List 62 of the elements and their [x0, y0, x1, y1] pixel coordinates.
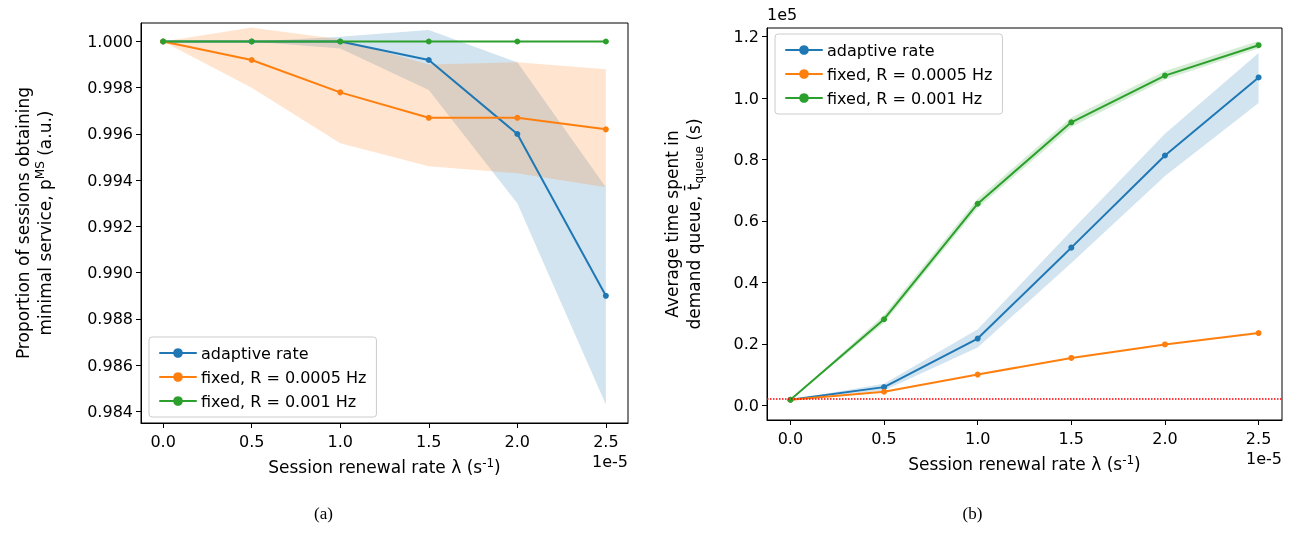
point	[425, 38, 432, 45]
point	[1255, 42, 1262, 49]
y-tick-label: 0.4	[733, 272, 759, 292]
x-tick-label: 1.0	[327, 431, 353, 451]
legend-label: fixed, R = 0.0005 Hz	[827, 64, 993, 84]
point	[602, 38, 609, 45]
y-tick-label: 0.8	[733, 149, 759, 169]
point	[1255, 330, 1262, 337]
x-tick-label: 0.5	[238, 431, 265, 451]
x-tick-label: 2.0	[504, 431, 531, 451]
text: (b)	[962, 504, 983, 523]
y-tick-label: 0.2	[733, 334, 759, 354]
point	[974, 335, 981, 342]
y-tick-label: 0.992	[87, 216, 133, 236]
x-tick-label: 2.5	[1245, 428, 1272, 448]
point	[974, 200, 981, 207]
legend-label: fixed, R = 0.001 Hz	[827, 88, 983, 108]
y-tick-label: 0.986	[87, 355, 133, 375]
text: 1e-5	[592, 451, 629, 471]
x-tick-label: 0.0	[150, 431, 176, 451]
x-tick-label: 1.5	[416, 431, 442, 451]
point	[425, 114, 432, 121]
x-tick-label: 0.0	[777, 428, 804, 448]
point	[881, 388, 888, 395]
y-tick-label: 1.0	[733, 88, 759, 108]
y-tick-label: 0.0	[733, 395, 759, 415]
y-tick-label: 0.990	[87, 263, 133, 283]
y-tick-label: 0.6	[733, 211, 759, 231]
y-tick-label: 0.998	[87, 78, 133, 98]
point	[1161, 152, 1168, 159]
text: (a)	[314, 504, 333, 523]
x-tick-label: 1.5	[1058, 428, 1085, 448]
y-tick-label: 0.996	[87, 124, 133, 144]
text: 1e-5	[1246, 448, 1283, 468]
x-tick-label: 2.5	[593, 431, 619, 451]
x-tick-label: 2.0	[1152, 428, 1178, 448]
y-tick-label: 0.994	[87, 170, 133, 190]
x-tick-label: 0.5	[871, 428, 897, 448]
point	[1068, 354, 1075, 361]
point	[1255, 74, 1262, 81]
point	[1161, 72, 1168, 79]
y-tick-label: 0.984	[87, 401, 133, 421]
point	[602, 292, 609, 299]
point	[1161, 341, 1168, 348]
text: 1e5	[767, 4, 798, 24]
point	[248, 57, 255, 63]
point	[514, 130, 521, 137]
legend-label: adaptive rate	[827, 40, 935, 60]
point	[514, 114, 521, 121]
legend-label: fixed, R = 0.0005 Hz	[201, 367, 367, 387]
x-tick-label: 1.0	[964, 428, 991, 448]
legend-label: adaptive rate	[201, 343, 309, 363]
y-tick-label: 1.000	[87, 32, 133, 51]
point	[1068, 244, 1075, 251]
point	[602, 126, 609, 133]
point	[881, 316, 888, 323]
y-tick-label: 1.2	[733, 27, 759, 47]
point	[425, 57, 432, 63]
point	[1068, 119, 1075, 126]
legend-label: fixed, R = 0.001 Hz	[201, 391, 357, 411]
point	[337, 89, 344, 96]
y-tick-label: 0.988	[87, 309, 133, 329]
